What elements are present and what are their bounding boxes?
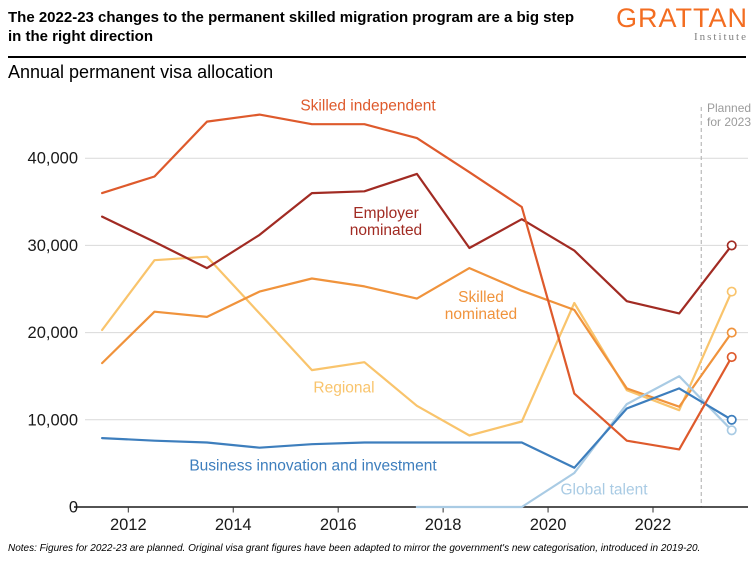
grattan-logo: GRATTAN Institute — [616, 3, 748, 44]
series-line-business-innovation-and-investment — [100, 387, 733, 469]
endpoint-marker-business-innovation-and-investment — [726, 414, 737, 425]
series-line-regional — [100, 255, 733, 437]
y-axis-label-40000: 40,000 — [28, 150, 78, 168]
planned-for-2023-annotation: Planned for 2023 — [707, 101, 752, 129]
endpoint-marker-regional — [726, 286, 737, 297]
header-divider — [8, 56, 746, 58]
y-axis-label-30000: 30,000 — [28, 237, 78, 255]
chart-notes: Notes: Figures for 2022-23 are planned. … — [8, 543, 701, 554]
endpoint-marker-skilled-nominated — [726, 327, 737, 338]
endpoint-marker-employer-nominated — [726, 240, 737, 251]
series-label-employer-nominated: Employer nominated — [349, 205, 423, 239]
x-axis-label-2012: 2012 — [110, 516, 147, 534]
series-line-skilled-independent — [100, 113, 733, 451]
series-label-skilled-nominated: Skilled nominated — [444, 289, 518, 323]
x-axis-label-2020: 2020 — [530, 516, 567, 534]
x-axis-label-2018: 2018 — [425, 516, 462, 534]
series-line-employer-nominated — [100, 172, 733, 315]
series-label-global-talent: Global talent — [560, 481, 648, 499]
x-axis-label-2016: 2016 — [320, 516, 357, 534]
series-label-skilled-independent: Skilled independent — [300, 97, 436, 115]
chart-subtitle: Annual permanent visa allocation — [8, 62, 274, 82]
x-axis-label-2014: 2014 — [215, 516, 252, 534]
grattan-logo-institute: Institute — [693, 31, 748, 43]
series-label-regional: Regional — [313, 379, 375, 397]
grattan-logo-wordmark: GRATTAN — [616, 3, 748, 33]
y-axis-label-20000: 20,000 — [28, 324, 78, 342]
y-axis-label-10000: 10,000 — [28, 411, 78, 429]
endpoint-marker-global-talent — [726, 425, 737, 436]
page-title: The 2022-23 changes to the permanent ski… — [8, 9, 574, 45]
series-line-global-talent — [415, 375, 733, 509]
series-line-skilled-nominated — [100, 267, 733, 408]
x-axis-label-2022: 2022 — [635, 516, 672, 534]
endpoint-marker-skilled-independent — [726, 351, 737, 363]
y-axis-label-0: 0 — [69, 499, 78, 517]
series-label-business-innovation: Business innovation and investment — [189, 457, 437, 475]
